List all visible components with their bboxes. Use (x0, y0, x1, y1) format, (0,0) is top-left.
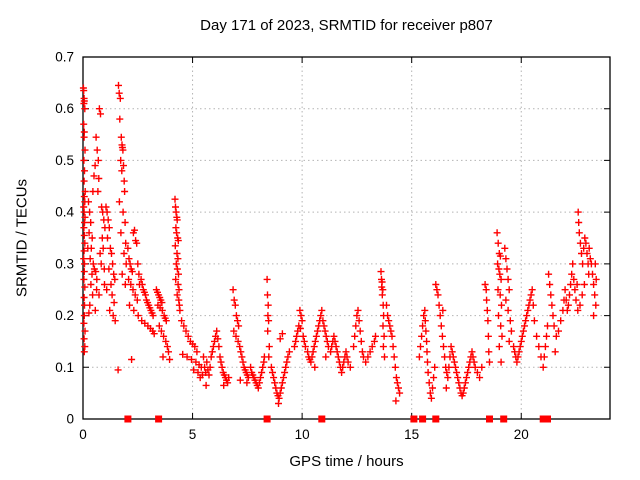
baseline-event-marker (124, 415, 132, 423)
grid-lines (83, 57, 610, 419)
baseline-event-marker (155, 415, 163, 423)
y-tick-label: 0.6 (55, 101, 74, 116)
baseline-event-marker (544, 415, 551, 423)
data-points (79, 81, 600, 407)
baseline-event-marker (419, 415, 427, 423)
y-tick-label: 0.3 (55, 256, 74, 271)
baseline-event-marker (539, 415, 547, 423)
plot-border (82, 56, 611, 420)
baseline-event-marker (500, 415, 508, 423)
baseline-event-marker (410, 415, 418, 423)
x-axis-label: GPS time / hours (289, 453, 404, 470)
tick-marks (82, 56, 610, 420)
baseline-event-marker (486, 415, 493, 423)
y-tick-label: 0 (66, 412, 74, 427)
chart-title: Day 171 of 2023, SRMTID for receiver p80… (200, 17, 493, 34)
y-axis-label: SRMTID / TECUs (13, 178, 31, 298)
y-tick-label: 0.5 (55, 153, 74, 168)
x-tick-label: 0 (79, 427, 87, 442)
y-tick-label: 0.2 (55, 308, 74, 323)
y-tick-label: 0.1 (55, 360, 74, 375)
x-tick-label: 5 (189, 427, 197, 442)
x-tick-label: 20 (514, 427, 529, 442)
x-tick-label: 15 (404, 427, 419, 442)
baseline-event-marker (432, 415, 440, 423)
y-tick-label: 0.7 (55, 50, 74, 65)
x-tick-label: 10 (295, 427, 310, 442)
y-tick-label: 0.4 (55, 205, 74, 220)
baseline-event-marker (318, 415, 326, 423)
baseline-event-marker (263, 415, 271, 423)
